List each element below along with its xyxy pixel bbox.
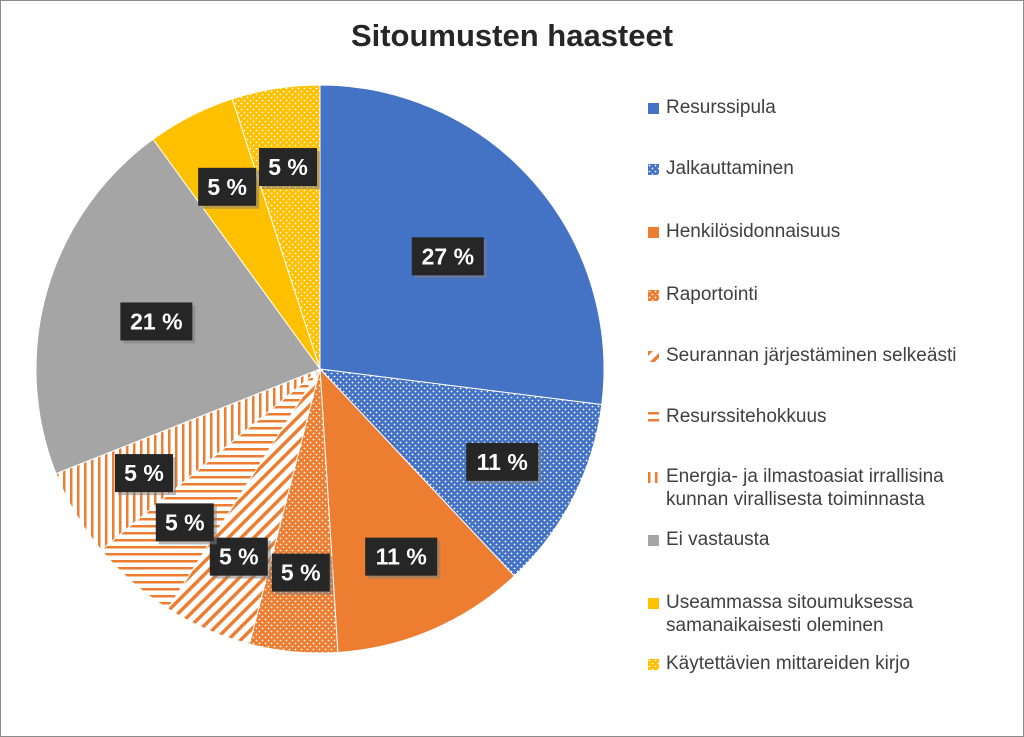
data-label: 5 % (198, 167, 260, 209)
pie-slice (319, 367, 516, 653)
legend-label: Ei vastausta (666, 529, 770, 550)
legend-swatch (648, 288, 659, 301)
data-label-text: 5 % (219, 544, 259, 570)
legend-label: Resurssipula (666, 97, 776, 118)
data-label: 5 % (155, 503, 217, 545)
legend-label: Jalkauttaminen (666, 158, 794, 179)
legend-label: Käytettävien mittareiden kirjo (666, 653, 910, 674)
legend-swatch (648, 410, 659, 423)
legend-swatch (648, 596, 659, 609)
data-label: 11 % (466, 442, 542, 484)
data-label: 5 % (271, 553, 333, 595)
legend-swatch (648, 225, 659, 238)
data-label: 11 % (365, 537, 441, 579)
data-label-text: 11 % (376, 544, 427, 570)
pie-slice (318, 368, 603, 577)
data-label-text: 5 % (165, 509, 205, 535)
data-label: 5 % (259, 148, 321, 190)
data-label-text: 21 % (130, 308, 182, 334)
legend-swatch (648, 162, 659, 175)
chart-title: Sitoumusten haasteet (350, 18, 674, 53)
legend-label: Useammassa sitoumuksessa samanaikaisesti … (666, 592, 914, 636)
legend-swatch (648, 470, 659, 483)
legend-swatch (648, 657, 659, 670)
data-label-text: 5 % (268, 154, 308, 180)
legend-label: Raportointi (666, 284, 758, 305)
legend-swatch (648, 349, 659, 362)
legend-label: Seurannan järjestäminen selkeästi (666, 345, 957, 366)
data-label-text: 5 % (281, 560, 321, 586)
data-label: 5 % (114, 454, 176, 496)
data-label-text: 11 % (477, 449, 528, 475)
data-label-text: 5 % (207, 174, 247, 200)
legend: Resurssipula Jalkauttaminen Henkilösidonna… (648, 0, 1018, 737)
legend-swatch (648, 533, 659, 546)
legend-label: Energia- ja ilmastoasiat irrallisina kunn… (666, 466, 944, 510)
data-label-text: 5 % (124, 460, 164, 486)
data-label: 5 % (209, 537, 271, 579)
pie-data-labels: 27 %11 %11 %5 %5 %5 %5 %21 %5 %5 % (114, 148, 542, 595)
legend-swatch (648, 101, 659, 114)
data-label: 21 % (120, 302, 196, 344)
legend-label: Resurssitehokkuus (666, 406, 827, 427)
data-label: 27 % (411, 237, 487, 279)
data-label-text: 27 % (422, 243, 474, 269)
legend-label: Henkilösidonnaisuus (666, 221, 841, 242)
